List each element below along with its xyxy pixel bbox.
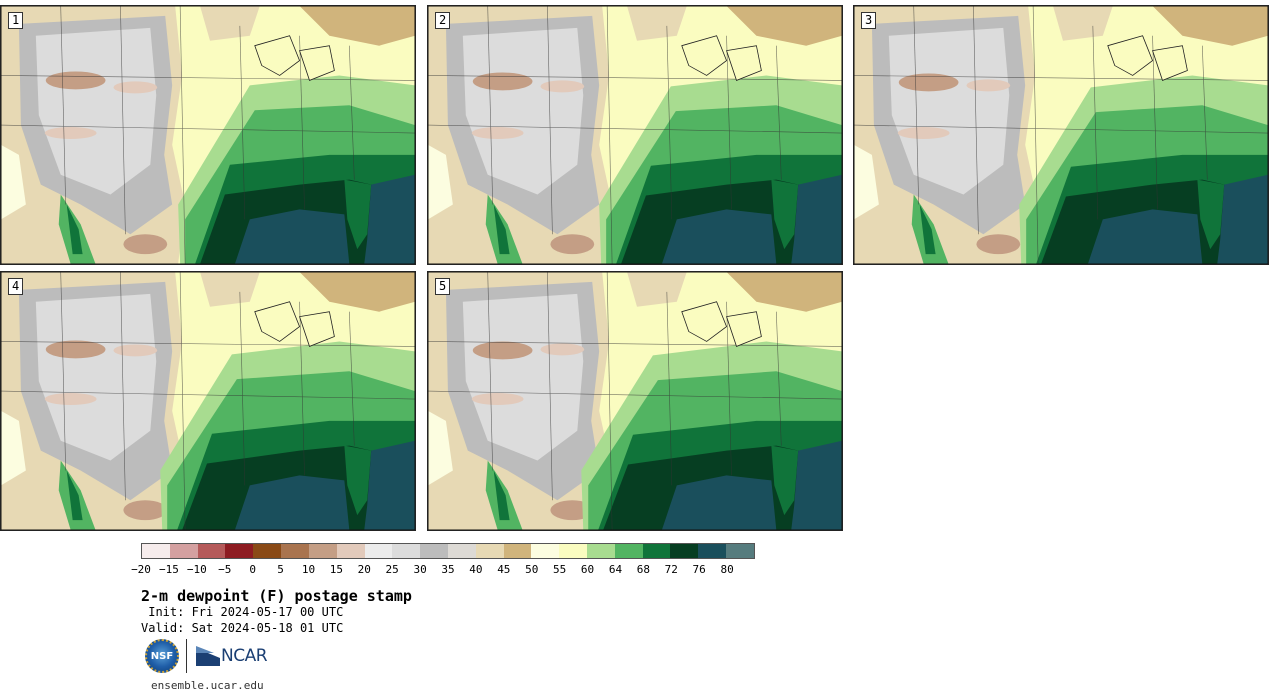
member-number-label: 1: [8, 12, 24, 29]
site-url: ensemble.ucar.edu: [151, 679, 264, 692]
colorbar-swatch: [420, 544, 448, 558]
member-number-label: 2: [435, 12, 451, 29]
colorbar-swatch: [475, 544, 504, 558]
dewpoint-map: [1, 272, 415, 530]
colorbar-tick: 10: [301, 563, 316, 576]
ensemble-member-map-2: 2: [427, 5, 843, 265]
colorbar-tick: −10: [186, 563, 207, 576]
colorbar-swatch: [142, 544, 170, 558]
colorbar-tick: 72: [664, 563, 678, 576]
ncar-wordmark: NCAR: [221, 646, 268, 666]
colorbar-swatch: [364, 544, 393, 558]
logo-divider: [186, 639, 187, 673]
colorbar-swatch: [197, 544, 226, 558]
ensemble-member-map-1: 1: [0, 5, 416, 265]
ensemble-member-map-5: 5: [427, 271, 843, 531]
colorbar-tick-labels: −20 −15 −10 −5 0 5 10 15 20 25 30 35 40 …: [0, 563, 1280, 577]
sponsor-logos: NSF NCAR: [145, 638, 268, 674]
dewpoint-map: [1, 6, 415, 264]
member-number-label: 5: [435, 278, 451, 295]
colorbar-swatch: [392, 544, 421, 558]
colorbar-tick: 35: [441, 563, 455, 576]
colorbar-tick: 64: [608, 563, 623, 576]
ensemble-member-map-4: 4: [0, 271, 416, 531]
colorbar-tick: 5: [277, 563, 284, 576]
colorbar-swatch: [336, 544, 365, 558]
colorbar-tick: 40: [469, 563, 483, 576]
valid-time: Valid: Sat 2024-05-18 01 UTC: [141, 621, 344, 635]
ncar-mark-icon: [196, 646, 220, 666]
colorbar-swatch: [169, 544, 198, 558]
dewpoint-map: [854, 6, 1268, 264]
product-title: 2-m dewpoint (F) postage stamp: [141, 587, 412, 605]
colorbar-swatch: [614, 544, 643, 558]
colorbar-tick: −5: [218, 563, 232, 576]
colorbar-tick: 50: [525, 563, 539, 576]
colorbar-swatch: [503, 544, 532, 558]
colorbar-tick: 76: [692, 563, 706, 576]
colorbar-tick: −20: [131, 563, 151, 576]
colorbar-tick: −15: [158, 563, 179, 576]
colorbar-swatch: [447, 544, 476, 558]
ensemble-member-map-3: 3: [853, 5, 1269, 265]
colorbar-tick: 30: [413, 563, 427, 576]
colorbar-swatch: [726, 544, 754, 558]
colorbar-swatch: [587, 544, 615, 558]
colorbar-tick: 25: [385, 563, 399, 576]
colorbar-swatch: [698, 544, 727, 558]
member-number-label: 3: [861, 12, 877, 29]
colorbar-swatch: [253, 544, 282, 558]
colorbar-tick: 15: [329, 563, 343, 576]
colorbar-tick: 20: [357, 563, 371, 576]
colorbar-swatch: [225, 544, 254, 558]
colorbar-swatch: [642, 544, 671, 558]
colorbar-swatch: [531, 544, 560, 558]
colorbar-swatch: [281, 544, 309, 558]
colorbar-tick: 80: [720, 563, 734, 576]
init-time: Init: Fri 2024-05-17 00 UTC: [141, 605, 344, 619]
nsf-logo: NSF: [145, 639, 179, 673]
colorbar-tick: 60: [580, 563, 595, 576]
dewpoint-map: [428, 6, 842, 264]
colorbar-tick: 55: [553, 563, 567, 576]
dewpoint-map: [428, 272, 842, 530]
colorbar-swatch: [559, 544, 587, 558]
dewpoint-colorbar: [141, 543, 755, 559]
colorbar-tick: 0: [249, 563, 256, 576]
colorbar-tick: 45: [497, 563, 511, 576]
colorbar-swatch: [670, 544, 699, 558]
colorbar-tick: 68: [636, 563, 650, 576]
member-number-label: 4: [8, 278, 24, 295]
ncar-logo: NCAR: [196, 646, 268, 666]
colorbar-swatch: [308, 544, 337, 558]
